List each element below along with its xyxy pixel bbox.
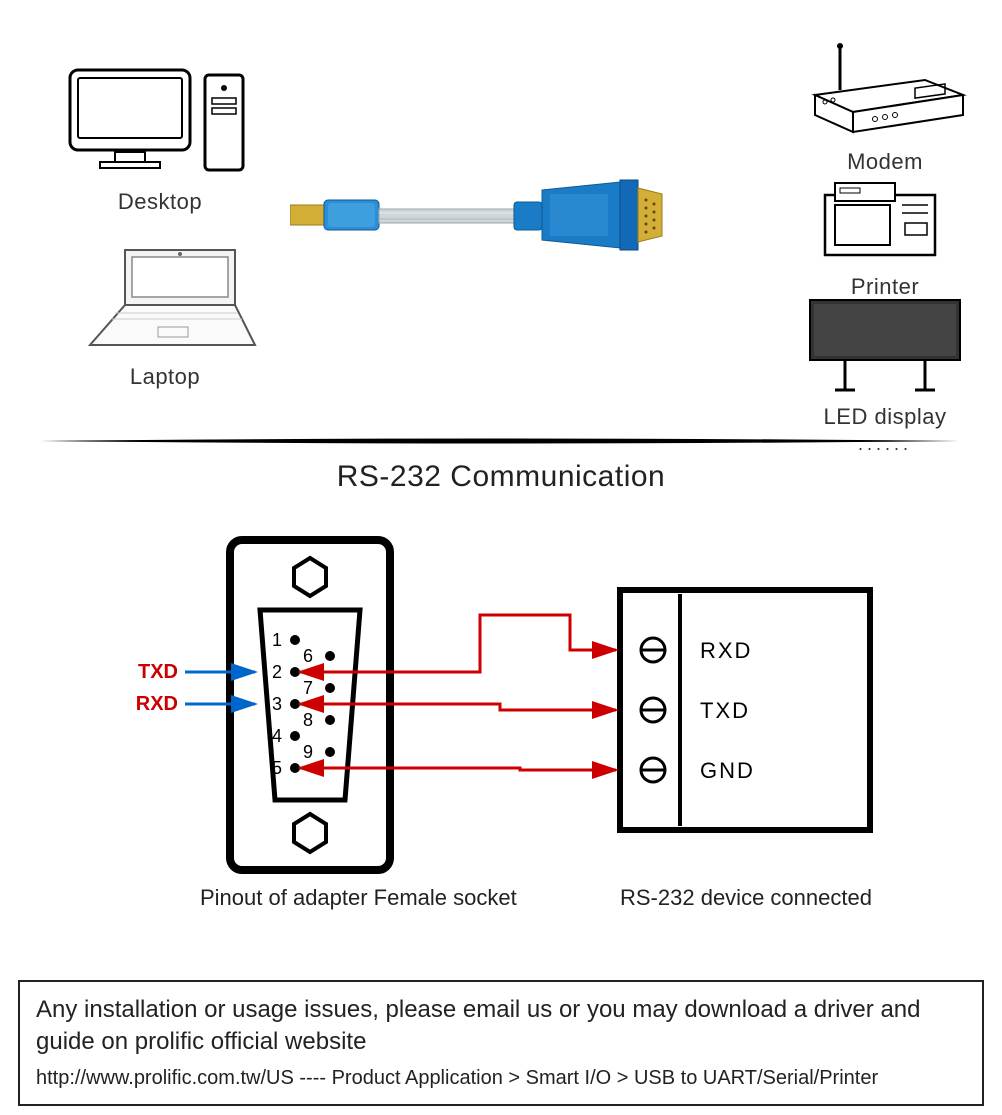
terminal-block: RXD TXD GND [620, 590, 870, 830]
info-line1: Any installation or usage issues, please… [36, 994, 966, 1059]
cable-icon [290, 170, 670, 260]
svg-text:3: 3 [272, 694, 282, 714]
wiring-diagram: 1 2 3 4 5 6 7 8 9 TXD RXD [0, 510, 1002, 930]
svg-text:9: 9 [303, 742, 313, 762]
svg-text:6: 6 [303, 646, 313, 666]
device-led: LED display ...... [790, 295, 980, 455]
term-rxd: RXD [700, 638, 752, 663]
info-box: Any installation or usage issues, please… [18, 980, 984, 1106]
svg-text:7: 7 [303, 678, 313, 698]
txd-label: TXD [138, 661, 178, 683]
usb-serial-cable [290, 170, 670, 265]
modem-icon [795, 40, 975, 140]
svg-text:8: 8 [303, 710, 313, 730]
laptop-label: Laptop [70, 364, 260, 390]
svg-text:4: 4 [272, 726, 282, 746]
desktop-icon [60, 60, 260, 180]
page-root: Desktop Laptop [0, 0, 1002, 1115]
svg-text:5: 5 [272, 758, 282, 778]
svg-text:2: 2 [272, 662, 282, 682]
led-label: LED display [790, 404, 980, 430]
device-laptop: Laptop [70, 245, 260, 390]
modem-label: Modem [790, 149, 980, 175]
rxd-label: RXD [136, 693, 178, 715]
led-display-icon [800, 295, 970, 395]
printer-icon [810, 175, 960, 265]
term-gnd: GND [700, 758, 755, 783]
device-desktop: Desktop [60, 60, 260, 215]
section-title: RS-232 Communication [0, 460, 1002, 494]
desktop-label: Desktop [60, 189, 260, 215]
device-printer: Printer [800, 175, 970, 300]
section-divider [40, 438, 960, 444]
info-line2: http://www.prolific.com.tw/US ---- Produ… [36, 1065, 966, 1092]
laptop-icon [70, 245, 260, 355]
term-txd: TXD [700, 698, 750, 723]
svg-text:1: 1 [272, 630, 282, 650]
device-modem: Modem [790, 40, 980, 175]
pinout-caption: Pinout of adapter Female socket [200, 885, 517, 911]
terminal-caption: RS-232 device connected [620, 885, 872, 911]
